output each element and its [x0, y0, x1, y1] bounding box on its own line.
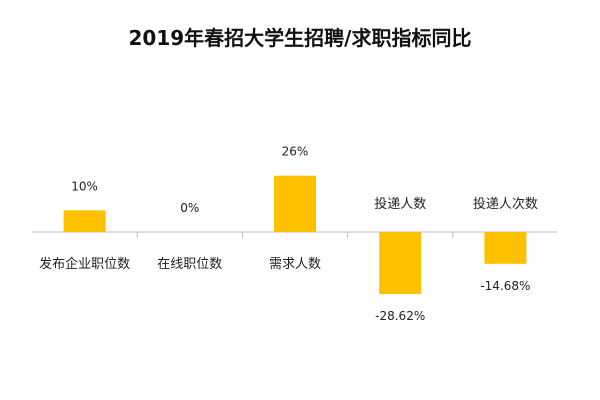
data-label-0: 10%: [71, 179, 98, 193]
data-label-1: 0%: [180, 201, 199, 215]
data-label-4: -14.68%: [480, 279, 530, 293]
data-label-3: -28.62%: [375, 309, 425, 323]
chart-title: 2019年春招大学生招聘/求职指标同比: [128, 26, 472, 50]
category-label-4: 投递人次数: [473, 196, 538, 212]
data-label-2: 26%: [282, 145, 309, 159]
bar-4: [484, 232, 527, 264]
category-label-2: 需求人数: [269, 257, 321, 272]
category-label-0: 发布企业职位数: [39, 256, 130, 272]
category-label-1: 在线职位数: [157, 257, 222, 272]
bar-3: [379, 232, 422, 294]
bar-0: [63, 210, 106, 232]
category-label-3: 投递人数: [374, 196, 426, 212]
bar-2: [274, 175, 316, 232]
